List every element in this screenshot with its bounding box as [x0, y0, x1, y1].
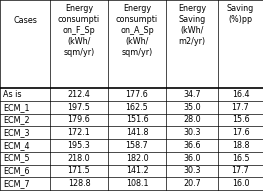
Text: ECM_1: ECM_1 [3, 103, 29, 112]
Text: 28.0: 28.0 [183, 115, 201, 124]
Text: 35.0: 35.0 [183, 103, 201, 112]
Text: 17.7: 17.7 [232, 166, 249, 175]
Text: 20.7: 20.7 [183, 179, 201, 188]
Text: 218.0: 218.0 [68, 154, 90, 163]
Text: ECM_2: ECM_2 [3, 115, 30, 124]
Text: 108.1: 108.1 [126, 179, 148, 188]
Text: 128.8: 128.8 [68, 179, 90, 188]
Text: 141.2: 141.2 [126, 166, 148, 175]
Text: Saving
(%)pp: Saving (%)pp [227, 3, 254, 24]
Text: 16.5: 16.5 [232, 154, 249, 163]
Text: 177.6: 177.6 [126, 90, 148, 99]
Text: 158.7: 158.7 [126, 141, 148, 150]
Text: 17.7: 17.7 [232, 103, 249, 112]
Text: 36.6: 36.6 [183, 141, 201, 150]
Text: ECM_4: ECM_4 [3, 141, 29, 150]
Text: 141.8: 141.8 [126, 128, 148, 137]
Text: Energy
Saving
(kWh/
m2/yr): Energy Saving (kWh/ m2/yr) [178, 3, 206, 46]
Text: 179.6: 179.6 [68, 115, 90, 124]
Text: ECM_7: ECM_7 [3, 179, 30, 188]
Text: ECM_5: ECM_5 [3, 154, 30, 163]
Text: 197.5: 197.5 [68, 103, 90, 112]
Text: 182.0: 182.0 [126, 154, 148, 163]
Text: 151.6: 151.6 [126, 115, 148, 124]
Text: 212.4: 212.4 [68, 90, 90, 99]
Text: 171.5: 171.5 [68, 166, 90, 175]
Text: 30.3: 30.3 [183, 128, 201, 137]
Text: 15.6: 15.6 [232, 115, 249, 124]
Text: 172.1: 172.1 [68, 128, 90, 137]
Text: 34.7: 34.7 [183, 90, 201, 99]
Text: Energy
consumpti
on_F_Sp
(kWh/
sqm/yr): Energy consumpti on_F_Sp (kWh/ sqm/yr) [58, 3, 100, 57]
Text: 30.3: 30.3 [183, 166, 201, 175]
Text: Cases: Cases [13, 16, 37, 25]
Text: ECM_3: ECM_3 [3, 128, 29, 137]
Text: 195.3: 195.3 [68, 141, 90, 150]
Text: Energy
consumpti
on_A_Sp
(kWh/
sqm/yr): Energy consumpti on_A_Sp (kWh/ sqm/yr) [116, 3, 158, 57]
Text: 17.6: 17.6 [232, 128, 249, 137]
Text: 162.5: 162.5 [126, 103, 148, 112]
Text: ECM_6: ECM_6 [3, 166, 29, 175]
Text: 16.4: 16.4 [232, 90, 249, 99]
Text: As is: As is [3, 90, 22, 99]
Text: 16.0: 16.0 [232, 179, 249, 188]
Text: 36.0: 36.0 [183, 154, 201, 163]
Text: 18.8: 18.8 [232, 141, 249, 150]
